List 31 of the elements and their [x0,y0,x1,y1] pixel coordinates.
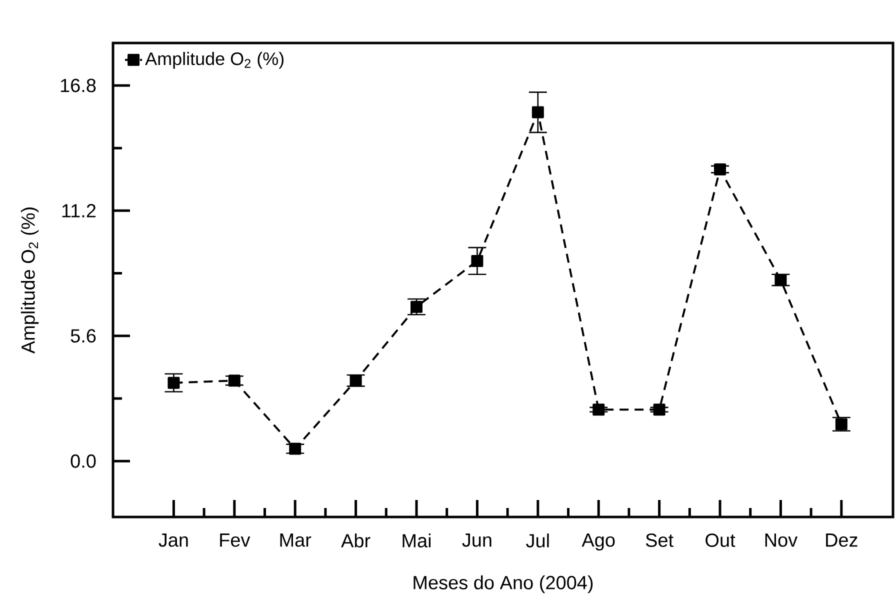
point [289,442,302,455]
y-tick-label: 11.2 [62,204,96,218]
x-tick-label: Ago [582,534,615,551]
point [653,404,666,416]
y-tick-label: 0.0 [70,454,96,468]
x-tick-label: Abr [341,534,370,548]
x-tick-label: Out [706,534,736,547]
point [714,163,726,176]
y-tick-label: 16.8 [60,78,96,92]
x-tick-label: Jul [526,534,549,548]
point [410,300,423,313]
x-tick-label: Jan [158,534,188,547]
x-tick-label: Mai [402,534,431,548]
point [774,274,787,286]
point [835,418,848,430]
x-tick-label: Set [646,534,674,547]
point [471,254,484,267]
x-tick-label: Nov [765,534,798,547]
y-tick-label: 5.6 [70,329,96,343]
x-axis-title: Meses do Ano (2004) [414,575,593,594]
x-tick-label: Mar [280,534,312,547]
point [592,404,605,416]
point [532,106,544,118]
point [350,374,362,387]
x-tick-label: Dez [826,534,858,547]
point [168,376,180,389]
y-axis-title: Amplitude O$_{2}$ (%) [20,208,39,354]
legend-label: Amplitude O$_{2}$ (%) [145,52,284,69]
x-tick-label: Fev [220,534,250,547]
point [228,374,240,387]
x-tick-label: Jun [462,534,492,547]
